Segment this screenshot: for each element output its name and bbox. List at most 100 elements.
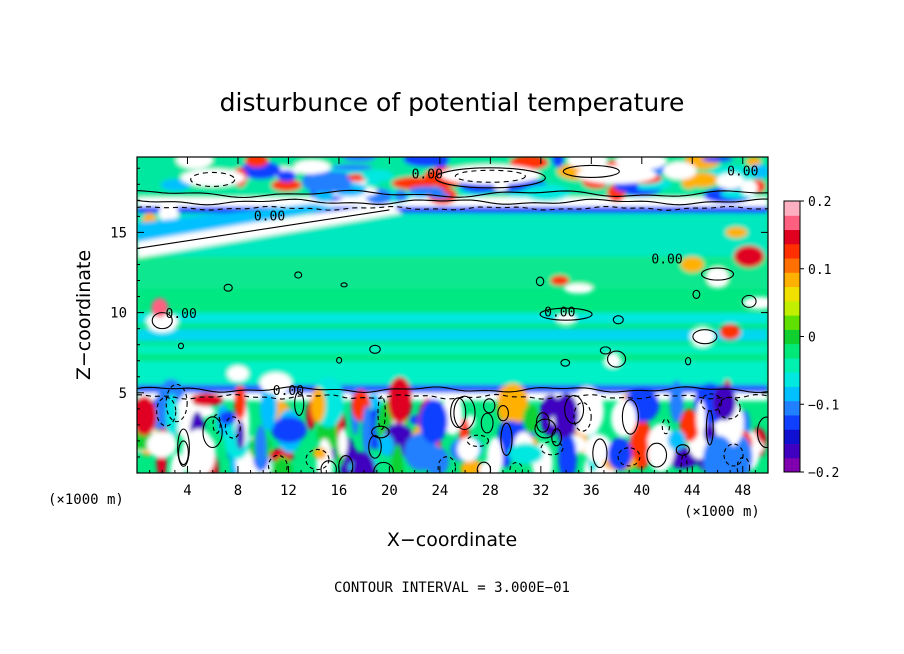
field-patch [604, 353, 621, 368]
field-patch [272, 456, 293, 473]
colorbar-segment [784, 258, 800, 273]
contour-line [675, 444, 690, 456]
contour-line [680, 453, 688, 473]
contour-label: 0.00 [166, 307, 197, 322]
contour-line [151, 312, 173, 330]
field-patch [181, 428, 216, 473]
field-patch [146, 311, 179, 333]
field-patch [218, 411, 237, 425]
y-axis-unit: (×1000 m) [48, 492, 124, 508]
field-patch [394, 190, 408, 202]
contour-line [692, 289, 701, 299]
contour-line [500, 422, 513, 456]
y-axis: 5 10 15 [110, 167, 768, 458]
field-band [137, 328, 768, 342]
contour-line [156, 396, 177, 427]
field-band [137, 312, 768, 324]
contour-line [562, 164, 620, 178]
colorbar-tick-label: 0 [808, 331, 816, 346]
field-patch [550, 275, 569, 286]
contour-line [177, 342, 185, 350]
colorbar-segment [784, 357, 800, 373]
colorbar-segment [784, 400, 800, 416]
field-patch [338, 429, 348, 458]
colorbar-segment [784, 343, 800, 359]
contour-line [612, 315, 624, 325]
field-patch [706, 267, 729, 288]
field-patch [684, 172, 719, 188]
field-patch [433, 157, 448, 169]
x-axis: 4 8 12 16 20 24 28 32 36 40 44 48 [149, 157, 756, 499]
contour-line [371, 425, 390, 439]
field-patch [564, 283, 594, 294]
contour-label: 0.00 [544, 306, 575, 321]
colorbar-segment [784, 329, 800, 345]
x-tick-label: 8 [234, 483, 242, 499]
colorbar-segment [784, 429, 800, 444]
colorbar-segment [784, 229, 800, 245]
contour-line [607, 350, 627, 368]
field-patch [553, 393, 579, 438]
field-patch [646, 423, 675, 473]
field-patch [558, 434, 577, 473]
field-patch [189, 393, 224, 407]
field-patch [313, 447, 327, 460]
field-patch [716, 173, 745, 190]
contour-line [368, 434, 382, 459]
contour-line [718, 396, 741, 420]
field-patch [584, 433, 612, 463]
field-band [137, 344, 768, 355]
x-tick-label: 40 [633, 483, 650, 499]
field-patch [509, 157, 549, 170]
colorbar-segment [784, 300, 800, 316]
contour-line [177, 428, 190, 467]
field-patch [361, 169, 394, 182]
field-patch [522, 184, 570, 202]
contour-line [756, 416, 768, 449]
field-patch [271, 416, 307, 443]
field-patch [310, 387, 326, 423]
colorbar-segment [784, 457, 800, 473]
contour-line [267, 454, 288, 473]
field-patch [387, 376, 413, 424]
field-patch [712, 384, 736, 421]
contour-line [736, 456, 751, 473]
contour-label: 0.00 [254, 209, 285, 224]
contour-line [573, 402, 592, 432]
x-tick-label: 36 [583, 483, 600, 499]
contour-line [224, 416, 241, 439]
field-patch [408, 186, 445, 195]
field-patch [556, 313, 576, 326]
y-tick-label: 5 [119, 386, 127, 402]
contour-line [137, 205, 768, 211]
contour-line [621, 399, 639, 435]
colorbar-segment [784, 201, 800, 216]
field-patch [746, 157, 761, 167]
field-patch [259, 372, 292, 394]
x-tick-label: 12 [280, 483, 297, 499]
contour-line [539, 307, 593, 321]
field-patch [680, 256, 704, 273]
colorbar-segment [784, 315, 800, 330]
field-patch [277, 170, 296, 182]
contour-line [137, 393, 768, 400]
contour-line [599, 346, 612, 355]
contour-line [454, 169, 526, 183]
colorbar: 0.2 0.1 0 −0.1 −0.2 [783, 195, 839, 481]
field-patch [696, 400, 706, 436]
field-band [137, 256, 768, 289]
field-patch [293, 159, 331, 175]
contour-line [483, 398, 496, 414]
field-patch [679, 408, 700, 442]
x-tick-label: 20 [381, 483, 398, 499]
field-patch [307, 186, 355, 193]
contour-line [336, 356, 343, 364]
x-tick-label: 48 [734, 483, 751, 499]
field-patch [137, 203, 403, 259]
contour-line [684, 356, 692, 366]
contour-labels: 0.00 0.00 0.00 0.00 0.00 0.00 0.00 [166, 164, 759, 399]
field-patch [460, 459, 485, 473]
contour-line [700, 267, 735, 281]
field-patch [137, 203, 339, 243]
colorbar-tick-label: 0.1 [808, 263, 831, 278]
